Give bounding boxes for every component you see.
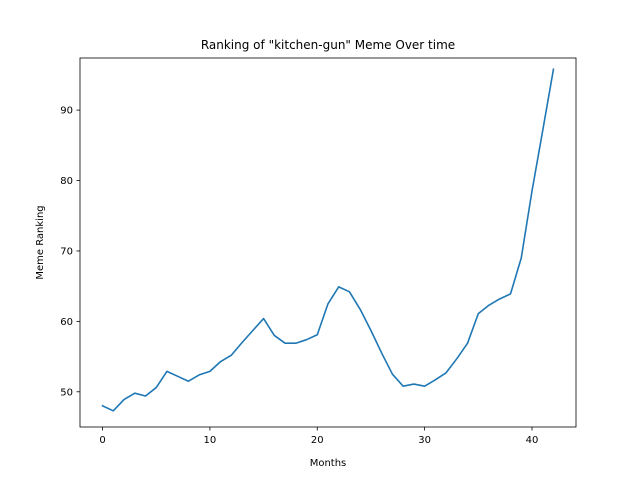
y-axis-ticks: 50 60 70 80 90 (60, 106, 80, 398)
plot-area: 0 10 20 30 40 50 60 70 80 90 (60, 57, 577, 446)
x-tick-label: 30 (418, 435, 431, 446)
y-tick-label: 80 (60, 176, 73, 187)
x-tick-label: 20 (311, 435, 324, 446)
x-tick-label: 0 (99, 435, 105, 446)
y-tick-label: 50 (60, 387, 73, 398)
series-line (101, 68, 555, 412)
y-tick-label: 60 (60, 317, 73, 328)
y-tick-label: 70 (60, 247, 73, 258)
x-axis-ticks: 0 10 20 30 40 (99, 427, 538, 446)
series-layer (101, 68, 555, 412)
x-tick-label: 40 (526, 435, 539, 446)
axes-frame (79, 57, 577, 428)
chart-title: Ranking of "kitchen-gun" Meme Over time (201, 38, 455, 52)
y-tick-label: 90 (60, 106, 73, 117)
y-axis-label: Meme Ranking (35, 205, 46, 279)
x-axis-label: Months (310, 458, 347, 469)
x-tick-label: 10 (204, 435, 217, 446)
